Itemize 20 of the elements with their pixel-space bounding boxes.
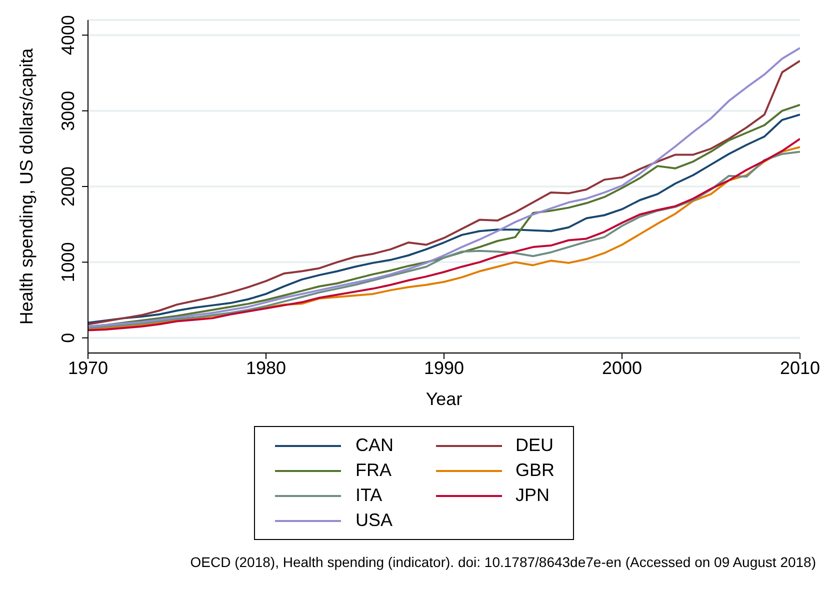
x-axis-title: Year [426,389,462,409]
x-tick-label: 1980 [246,358,286,378]
y-tick-label: 0 [58,332,78,343]
legend-label: FRA [355,460,392,481]
legend-label: JPN [516,485,550,506]
legend-label: DEU [516,435,554,456]
y-tick-label: 1000 [58,242,78,282]
legend-label: GBR [516,460,555,481]
y-tick-label: 3000 [58,90,78,131]
x-tick-label: 1990 [424,358,464,378]
text: OECD (2018), Health spending (indicator). doi: 10.1787/8643de7e-en (Accessed on 09 August 2018) [189,554,816,570]
x-tick-label: 1970 [68,358,108,378]
x-tick-label: 2010 [780,358,820,378]
legend-label: CAN [355,435,394,456]
legend-label: ITA [355,485,382,506]
y-axis-title: Health spending, US dollars/capita [16,47,36,325]
x-tick-label: 2000 [602,358,642,378]
y-tick-label: 2000 [58,166,78,207]
y-tick-label: 4000 [58,15,78,56]
legend-label: USA [355,510,392,531]
